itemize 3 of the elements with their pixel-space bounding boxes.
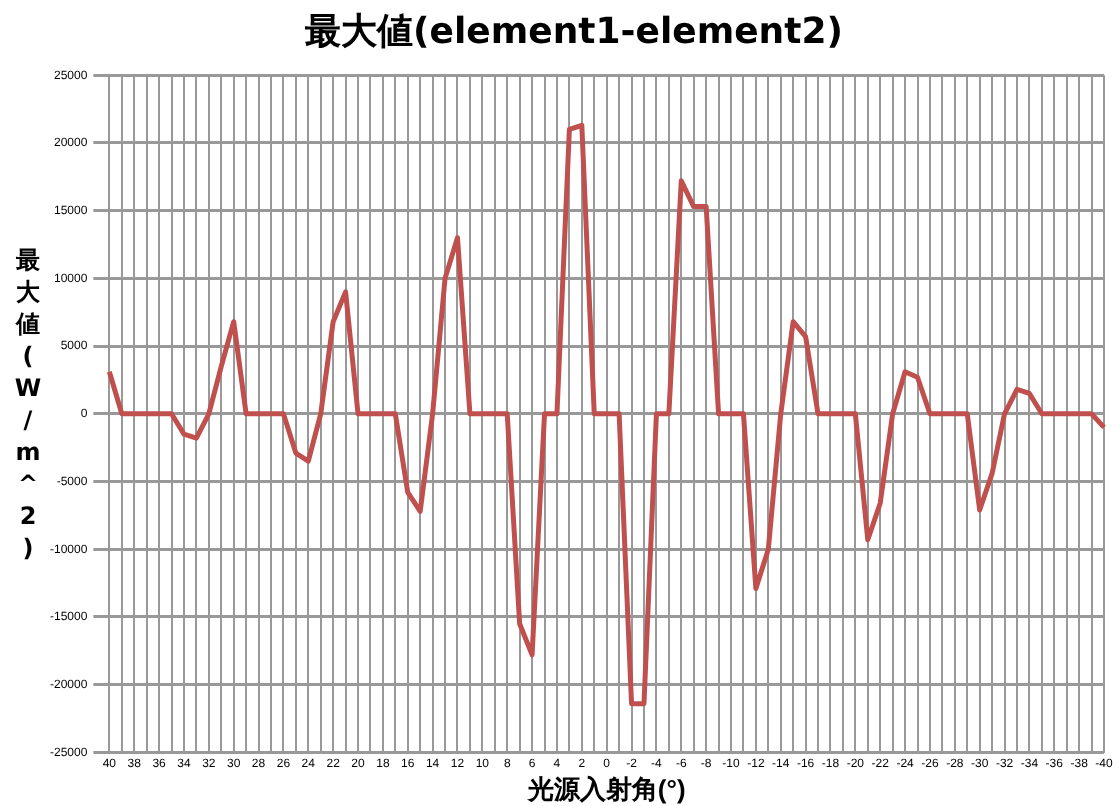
x-axis-title: 光源入射角(°) [525, 773, 686, 804]
chart-title: 最大値(element1-element2) [303, 10, 843, 53]
text: 最大値(W/m^2) [14, 246, 42, 562]
